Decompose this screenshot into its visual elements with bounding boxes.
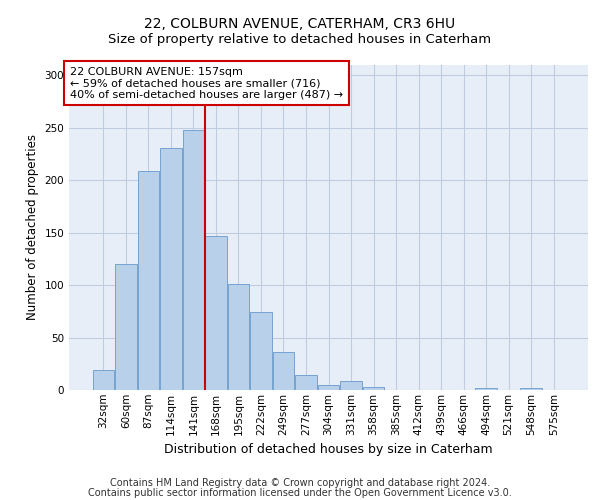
Bar <box>475 388 497 390</box>
Bar <box>520 388 542 390</box>
Bar <box>363 387 384 390</box>
Bar <box>273 352 294 390</box>
Bar <box>205 236 227 390</box>
Bar <box>115 264 137 390</box>
Bar <box>250 312 272 390</box>
Bar <box>318 385 339 390</box>
Bar <box>160 148 182 390</box>
Bar <box>340 380 362 390</box>
Bar <box>92 370 114 390</box>
Text: Contains public sector information licensed under the Open Government Licence v3: Contains public sector information licen… <box>88 488 512 498</box>
Bar <box>182 130 204 390</box>
Text: 22 COLBURN AVENUE: 157sqm
← 59% of detached houses are smaller (716)
40% of semi: 22 COLBURN AVENUE: 157sqm ← 59% of detac… <box>70 66 343 100</box>
Text: Size of property relative to detached houses in Caterham: Size of property relative to detached ho… <box>109 32 491 46</box>
Y-axis label: Number of detached properties: Number of detached properties <box>26 134 39 320</box>
Text: Contains HM Land Registry data © Crown copyright and database right 2024.: Contains HM Land Registry data © Crown c… <box>110 478 490 488</box>
X-axis label: Distribution of detached houses by size in Caterham: Distribution of detached houses by size … <box>164 443 493 456</box>
Bar <box>295 376 317 390</box>
Bar <box>137 171 159 390</box>
Bar <box>228 284 249 390</box>
Text: 22, COLBURN AVENUE, CATERHAM, CR3 6HU: 22, COLBURN AVENUE, CATERHAM, CR3 6HU <box>145 18 455 32</box>
